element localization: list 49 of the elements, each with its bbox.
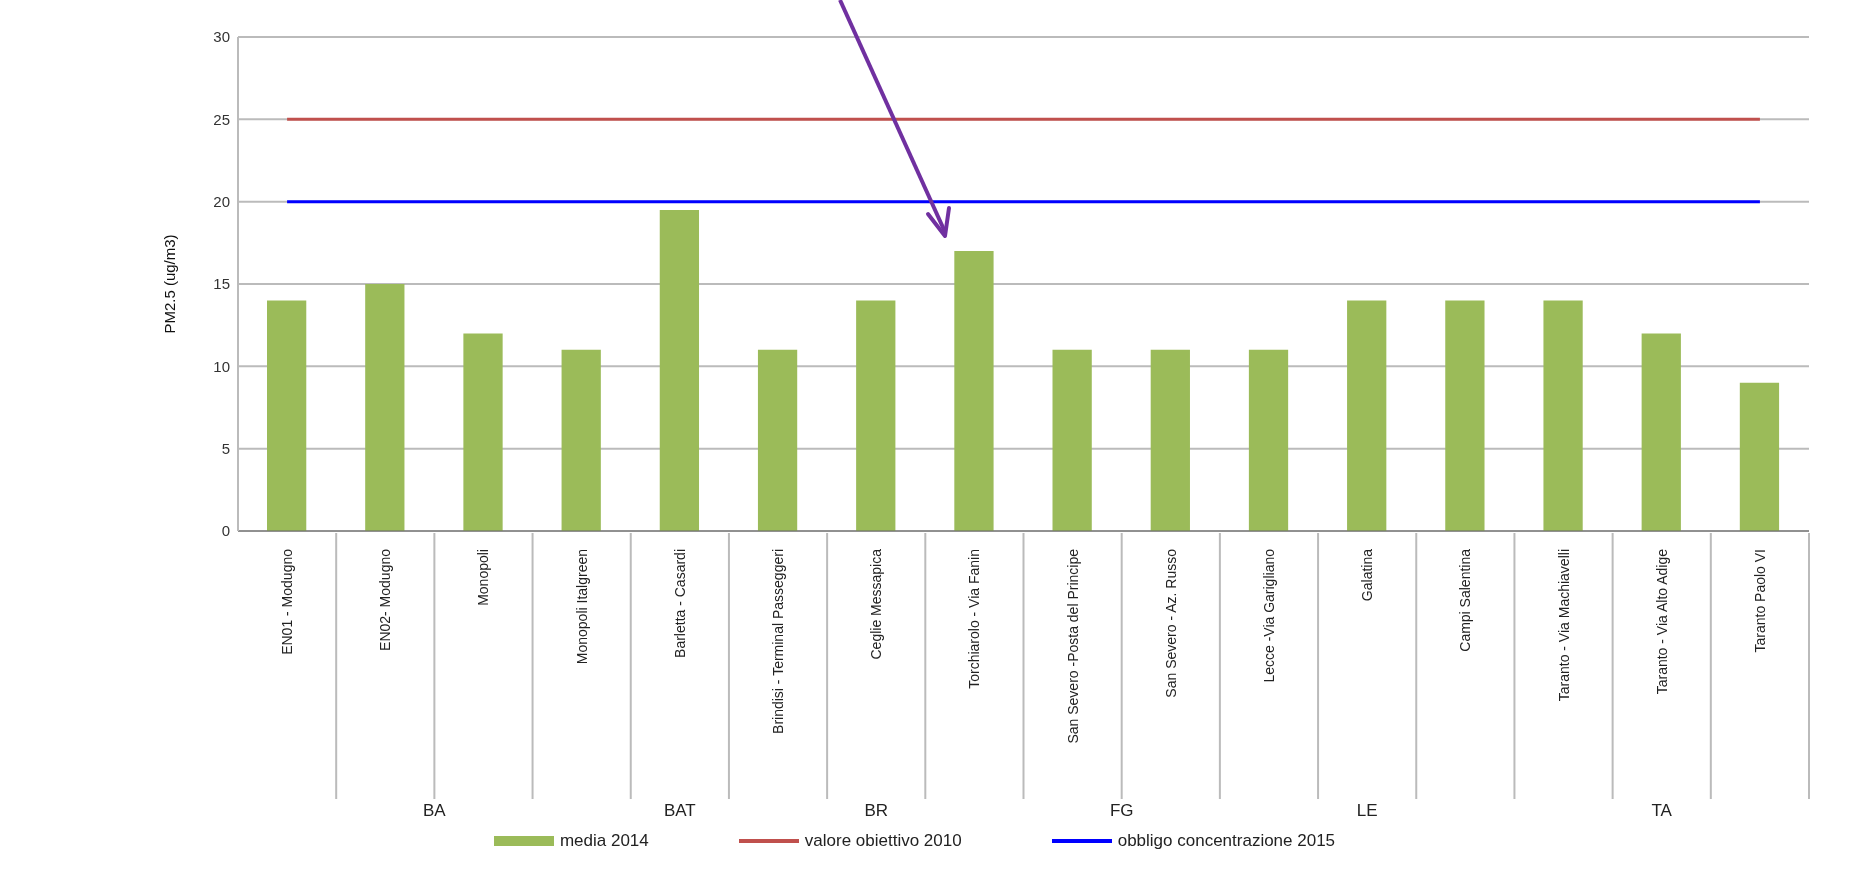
legend-label: media 2014 — [558, 831, 649, 851]
text: BA — [423, 801, 447, 820]
x-tick-label: Taranto - Via Alto Adige — [1653, 548, 1670, 695]
bar — [267, 300, 307, 531]
bar — [1739, 382, 1780, 531]
bar — [1347, 300, 1387, 531]
bar — [954, 251, 994, 531]
bar — [365, 284, 405, 531]
bar — [659, 209, 700, 531]
y-tick-label: 15 — [213, 275, 230, 293]
x-tick-label: Taranto - Via Machiavelli — [1555, 549, 1572, 702]
x-tick-label: Barletta - Casardi — [671, 549, 688, 658]
y-tick-label: 25 — [213, 110, 230, 128]
text: FG — [1109, 801, 1134, 820]
y-tick-label: 5 — [221, 439, 230, 457]
legend-label: valore obiettivo 2010 — [803, 831, 962, 851]
bar — [1248, 349, 1289, 531]
x-tick-label: Monopoli — [475, 549, 492, 606]
bar — [1150, 349, 1190, 531]
text: LE — [1356, 801, 1378, 820]
x-tick-label: San Severo - Az. Russo — [1162, 548, 1179, 698]
bar — [1641, 333, 1681, 531]
bar — [463, 333, 503, 531]
bar — [561, 349, 601, 531]
x-tick-label: Ceglie Messapica — [868, 548, 885, 660]
x-tick-label: Taranto Paolo VI — [1751, 549, 1768, 653]
bar — [1052, 349, 1092, 531]
x-tick-label: Campi Salentina — [1457, 548, 1474, 652]
text: TA — [1651, 801, 1673, 820]
text: BAT — [663, 801, 696, 820]
bar — [1445, 300, 1485, 531]
bar — [856, 300, 896, 531]
legend-label: obbligo concentrazione 2015 — [1116, 831, 1336, 851]
text: BR — [864, 801, 889, 820]
x-tick-label: Galatina — [1359, 548, 1376, 602]
x-tick-label: EN01 - Modugno — [279, 548, 296, 655]
x-tick-label: EN02- Modugno — [377, 548, 394, 651]
y-tick-label: 20 — [213, 192, 230, 210]
bar — [1543, 300, 1583, 531]
y-tick-label: 0 — [221, 522, 230, 540]
bar — [757, 349, 798, 531]
y-tick-label: 30 — [213, 28, 230, 46]
x-tick-label: San Severo -Posta del Principe — [1064, 548, 1081, 744]
x-tick-label: Torchiarolo - Via Fanin — [966, 549, 983, 689]
x-tick-label: Monopoli Italgreen — [573, 549, 590, 665]
y-tick-label: 10 — [213, 357, 230, 375]
x-tick-label: Brindisi - Terminal Passeggeri — [770, 549, 787, 734]
y-axis-title: PM2.5 (ug/m3) — [161, 234, 179, 334]
x-tick-label: Lecce -Via Garigliano — [1260, 548, 1277, 683]
